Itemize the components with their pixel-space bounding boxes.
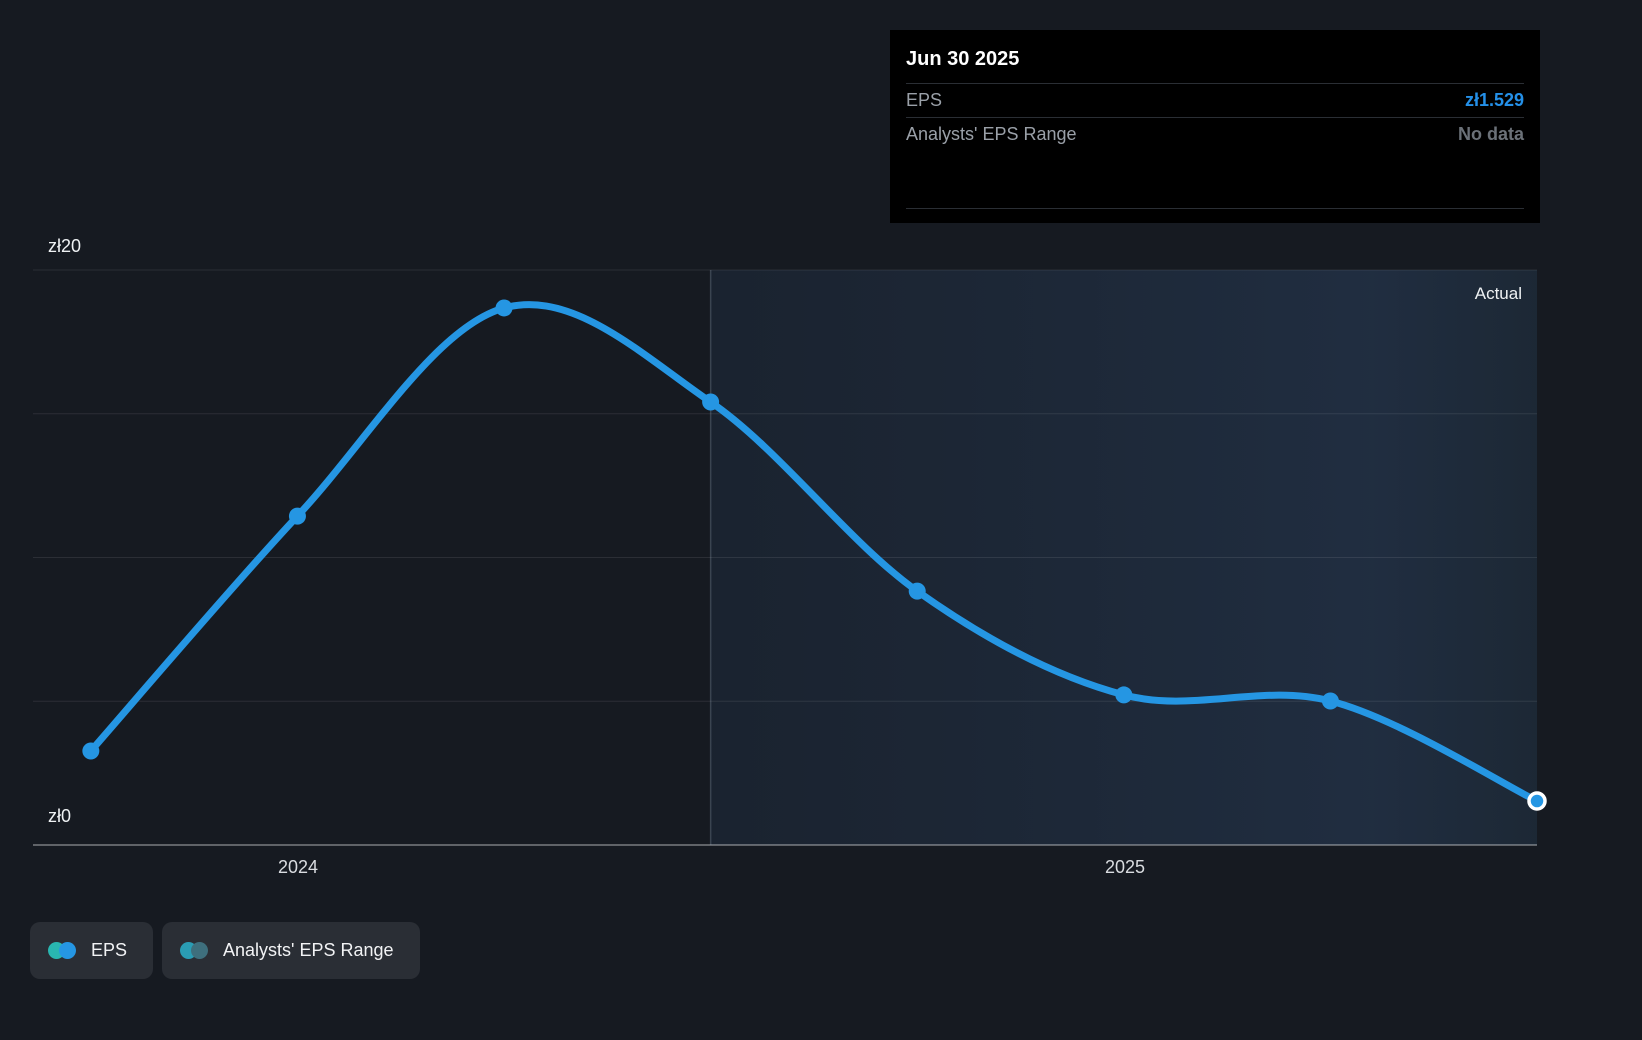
tooltip-eps-label: EPS [906,90,943,110]
actual-region-label: Actual [1474,284,1522,303]
tooltip-row-eps: EPS zł1.529 [906,84,1524,118]
y-axis-tick-top: zł20 [48,236,82,256]
legend-eps-label: EPS [91,940,128,960]
data-point[interactable] [495,299,513,317]
eps-legend-icon [48,942,76,959]
x-axis-tick-2024: 2024 [277,857,319,877]
tooltip-date: Jun 30 2025 [906,44,1524,84]
range-dot-slate-icon [191,942,209,959]
y-axis-tick-bottom: zł0 [48,806,72,826]
x-axis-tick-2025: 2025 [1104,857,1146,877]
highlighted-data-point[interactable] [1527,791,1547,811]
data-point[interactable] [702,393,720,411]
tooltip-range-value: No data [1457,124,1524,144]
tooltip-divider [906,208,1524,209]
eps-dot-blue-icon [59,942,76,959]
legend-item-analysts-eps-range[interactable]: Analysts' EPS Range [162,922,420,979]
actual-region [710,270,1537,845]
chart-legend: EPS Analysts' EPS Range [30,922,420,979]
legend-analysts-range-label: Analysts' EPS Range [223,940,394,960]
data-point[interactable] [1115,686,1133,704]
tooltip-eps-value: zł1.529 [1464,90,1524,110]
data-point[interactable] [82,742,100,760]
eps-line [87,301,1541,805]
data-point[interactable] [288,507,306,525]
chart-tooltip: Jun 30 2025 EPS zł1.529 Analysts' EPS Ra… [890,30,1540,223]
tooltip-row-range: Analysts' EPS Range No data [906,118,1524,151]
analysts-range-legend-icon [180,942,209,959]
data-point[interactable] [908,582,926,600]
data-point[interactable] [1321,692,1339,710]
tooltip-range-label: Analysts' EPS Range [906,124,1077,144]
legend-item-eps[interactable]: EPS [30,922,154,979]
